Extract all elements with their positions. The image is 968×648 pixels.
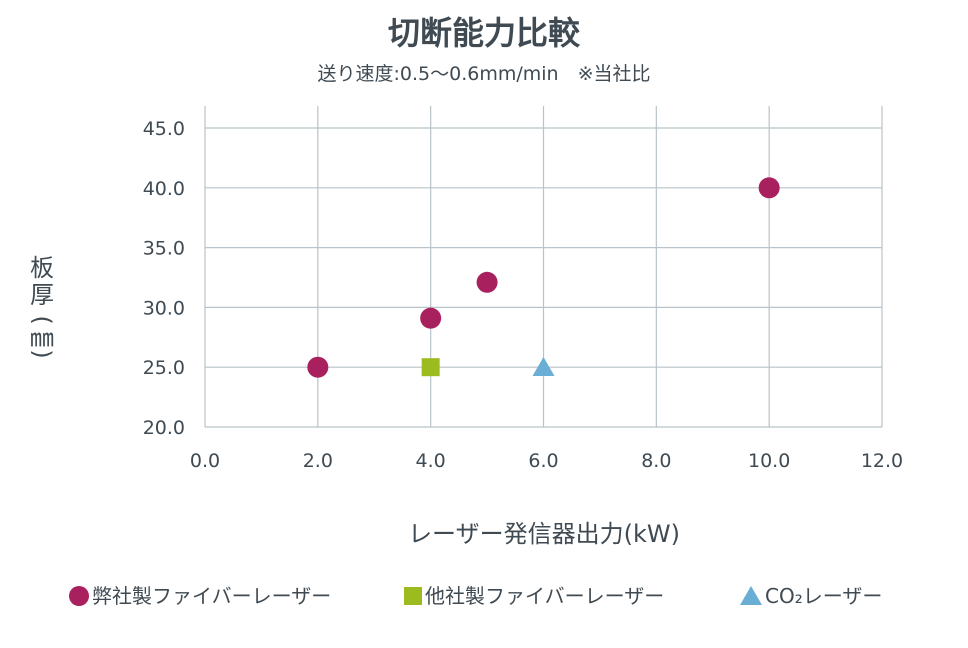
legend-marker-square xyxy=(404,587,422,605)
data-point-circle xyxy=(307,356,329,378)
legend-item-co2-laser: CO₂レーザー xyxy=(740,584,882,608)
chart-subtitle: 送り速度:0.5〜0.6mm/min ※当社比 xyxy=(317,63,650,85)
x-tick-label: 4.0 xyxy=(416,450,446,472)
y-tick-label: 20.0 xyxy=(143,417,185,439)
y-tick-label: 35.0 xyxy=(143,238,185,260)
y-axis-label-char: ) xyxy=(28,349,56,358)
legend-marker-circle xyxy=(69,586,89,606)
y-tick-labels: 20.0 25.0 30.0 35.0 40.0 45.0 xyxy=(143,118,185,439)
y-tick-label: 40.0 xyxy=(143,178,185,200)
legend-label: 弊社製ファイバーレーザー xyxy=(92,584,331,608)
x-tick-label: 12.0 xyxy=(861,450,903,472)
y-tick-label: 25.0 xyxy=(143,357,185,379)
legend: 弊社製ファイバーレーザー 他社製ファイバーレーザー CO₂レーザー xyxy=(69,584,882,608)
y-tick-label: 30.0 xyxy=(143,297,185,319)
y-axis-label-char: ( xyxy=(28,315,56,324)
x-tick-labels: 0.0 2.0 4.0 6.0 8.0 10.0 12.0 xyxy=(190,450,903,472)
data-point-triangle xyxy=(532,356,555,376)
data-point-square xyxy=(421,358,440,377)
data-point-circle xyxy=(420,307,442,329)
legend-item-our-fiber-laser: 弊社製ファイバーレーザー xyxy=(69,584,331,608)
x-tick-label: 2.0 xyxy=(303,450,333,472)
x-tick-label: 8.0 xyxy=(641,450,671,472)
y-axis-label-char: 板 xyxy=(30,254,54,282)
grid xyxy=(204,106,883,428)
legend-label: CO₂レーザー xyxy=(765,584,882,608)
data-point-circle xyxy=(758,177,780,199)
x-tick-label: 6.0 xyxy=(528,450,558,472)
y-axis-label-char: 厚 xyxy=(30,281,54,309)
legend-marker-triangle xyxy=(740,586,762,605)
x-axis-label: レーザー発信器出力(kW) xyxy=(408,520,680,548)
data-point-circle xyxy=(476,271,498,293)
legend-item-other-fiber-laser: 他社製ファイバーレーザー xyxy=(404,584,664,608)
data-points xyxy=(307,177,780,378)
legend-label: 他社製ファイバーレーザー xyxy=(425,584,664,608)
y-tick-label: 45.0 xyxy=(143,118,185,140)
x-tick-label: 10.0 xyxy=(748,450,790,472)
x-tick-label: 0.0 xyxy=(190,450,220,472)
y-axis-label-char: ㎜ xyxy=(30,324,54,352)
chart-title: 切断能力比較 xyxy=(388,14,581,52)
y-axis-label: 板 厚 ( ㎜ ) xyxy=(28,254,56,359)
